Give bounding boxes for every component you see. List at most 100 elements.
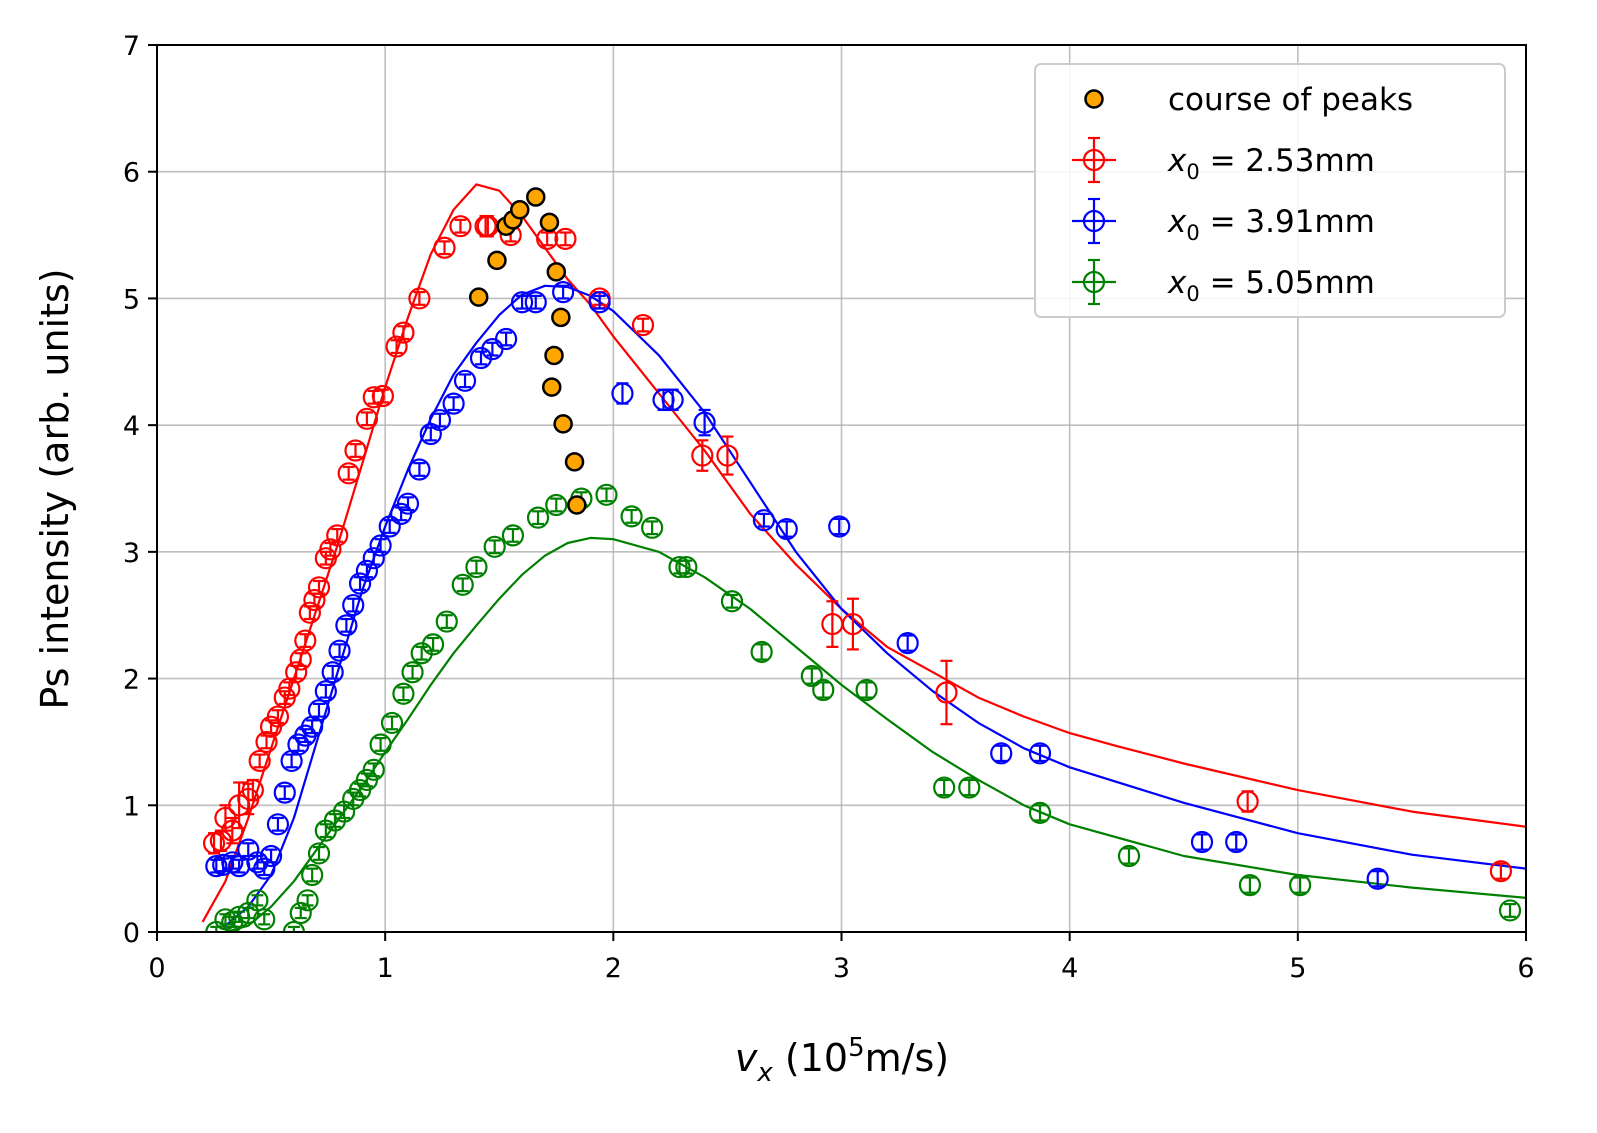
legend-label: x0 = 2.53mm — [1167, 143, 1375, 184]
data-point — [1190, 830, 1214, 854]
y-axis-ticks: 0 1 2 3 4 5 6 7 — [123, 31, 157, 949]
legend-label: x0 = 5.05mm — [1167, 265, 1375, 306]
data-point — [282, 920, 305, 932]
data-point — [301, 863, 324, 887]
data-point — [392, 682, 415, 705]
data-point — [1498, 899, 1522, 922]
data-point — [303, 588, 326, 612]
peak-point — [487, 250, 507, 271]
x-tick-label: 0 — [148, 953, 165, 984]
data-point — [1366, 867, 1389, 890]
data-point — [800, 664, 823, 688]
peak-point — [541, 377, 562, 397]
data-point — [392, 321, 415, 344]
peak-point — [553, 414, 573, 434]
data-point — [1489, 860, 1513, 883]
data-point — [337, 462, 360, 485]
data-point — [355, 407, 379, 430]
legend-marker — [1082, 270, 1106, 294]
data-point — [326, 524, 349, 547]
data-point — [631, 313, 655, 337]
data-point — [641, 516, 664, 539]
data-point — [453, 369, 477, 392]
legend-marker — [1082, 148, 1106, 172]
data-point — [314, 680, 337, 703]
data-point — [273, 781, 296, 804]
legend-entry-peaks: course of peaks — [1084, 82, 1413, 118]
data-point — [661, 388, 684, 411]
data-point — [221, 819, 244, 842]
x-tick-label: 2 — [605, 953, 622, 984]
data-point — [408, 287, 431, 310]
data-point — [307, 699, 331, 722]
data-point — [298, 601, 321, 624]
peak-point — [468, 287, 489, 307]
series-group-peaks — [468, 187, 587, 515]
data-point — [526, 506, 550, 529]
data-point — [668, 555, 691, 579]
data-point — [401, 661, 424, 684]
peak-point — [539, 212, 560, 233]
y-tick-label: 2 — [123, 665, 140, 696]
x-axis-title: vx (105m/s) — [735, 1033, 949, 1088]
data-point — [246, 889, 269, 912]
peak-point — [564, 452, 585, 472]
data-point — [1117, 844, 1141, 868]
data-point — [752, 509, 776, 532]
x-tick-label: 5 — [1289, 953, 1306, 984]
data-point — [355, 559, 379, 582]
data-point — [396, 492, 420, 515]
data-point — [378, 515, 401, 538]
data-point — [812, 678, 835, 702]
x-tick-label: 3 — [833, 953, 850, 984]
data-point — [348, 572, 372, 595]
y-tick-label: 3 — [123, 538, 140, 569]
data-point — [775, 517, 798, 541]
data-point — [494, 327, 518, 351]
data-point — [344, 439, 367, 462]
x-tick-label: 1 — [377, 953, 394, 984]
data-point — [449, 215, 472, 238]
legend-entry: x0 = 5.05mm — [1072, 258, 1375, 306]
data-point — [296, 889, 319, 912]
data-point — [433, 236, 456, 259]
data-point — [1238, 874, 1262, 897]
data-point — [691, 444, 714, 467]
data-point — [958, 776, 981, 799]
legend-label-peaks: course of peaks — [1168, 82, 1413, 118]
data-point — [935, 681, 958, 704]
data-point — [588, 291, 611, 314]
x-axis-ticks: 0 1 2 3 4 5 6 — [148, 932, 1535, 984]
data-point — [675, 555, 698, 579]
data-point — [328, 639, 351, 662]
data-point — [319, 538, 342, 561]
data-series — [202, 187, 1522, 932]
data-point — [841, 612, 865, 636]
legend-entry: x0 = 2.53mm — [1072, 136, 1375, 184]
data-point — [501, 524, 525, 547]
data-point — [307, 842, 331, 865]
data-point — [307, 576, 331, 599]
data-point — [285, 661, 308, 684]
peak-point — [526, 187, 546, 207]
fit-curve — [224, 284, 1526, 927]
data-point — [289, 901, 312, 925]
data-point — [266, 813, 290, 836]
legend-marker-peaks — [1084, 89, 1104, 109]
data-point — [1028, 801, 1052, 824]
data-point — [421, 633, 445, 656]
data-point — [294, 629, 317, 652]
data-point — [595, 483, 618, 506]
legend-box — [1034, 63, 1506, 318]
data-point — [720, 590, 744, 613]
data-point — [552, 280, 575, 304]
data-point — [241, 778, 264, 802]
data-point — [253, 908, 276, 931]
y-tick-label: 7 — [123, 31, 140, 62]
data-point — [896, 631, 919, 655]
data-point — [483, 535, 506, 558]
peak-point — [510, 199, 530, 220]
data-point — [716, 444, 739, 467]
